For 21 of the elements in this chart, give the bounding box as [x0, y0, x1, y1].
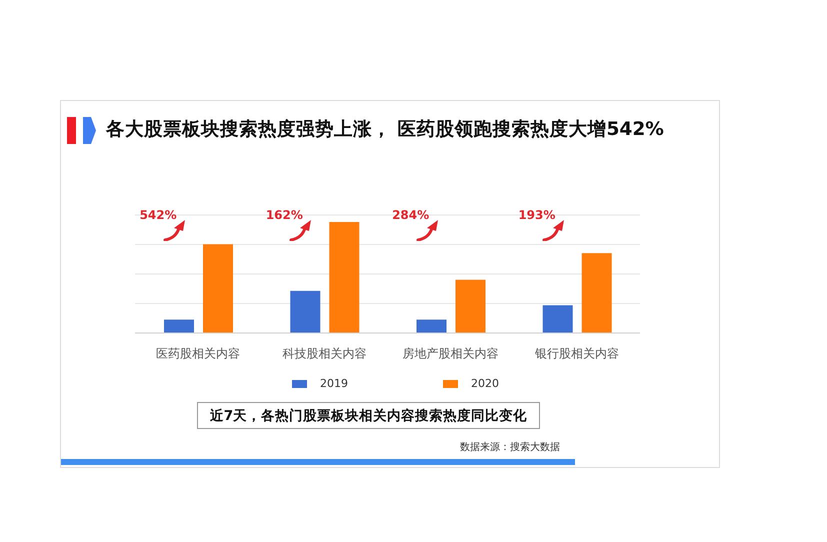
- x-tick-label: 银行股相关内容: [534, 346, 619, 361]
- text: 542%: [138, 207, 178, 223]
- legend-label: 2019: [320, 377, 348, 390]
- bar: [329, 222, 360, 333]
- bar: [290, 290, 320, 333]
- x-tick-label: 房地产股相关内容: [402, 346, 499, 361]
- chart-title: 各大股票板块搜索热度强势上涨， 医药股领跑搜索热度大增542%: [106, 118, 664, 142]
- bar: [416, 320, 446, 333]
- text: 近7天，各热门股票板块相关内容搜索热度同比变化: [197, 402, 540, 429]
- x-tick-label: 科技股相关内容: [282, 346, 366, 361]
- bar: [164, 320, 194, 333]
- bar: [582, 253, 612, 333]
- bar: [542, 305, 573, 333]
- text: 193%: [517, 207, 556, 223]
- text: 162%: [264, 207, 304, 223]
- x-tick-label: 医药股相关内容: [156, 346, 240, 361]
- source-note: 数据来源：搜索大数据: [460, 441, 560, 455]
- bar: [203, 244, 233, 333]
- legend-label: 2020: [471, 377, 499, 390]
- text: 284%: [391, 207, 430, 223]
- bar: [456, 280, 486, 333]
